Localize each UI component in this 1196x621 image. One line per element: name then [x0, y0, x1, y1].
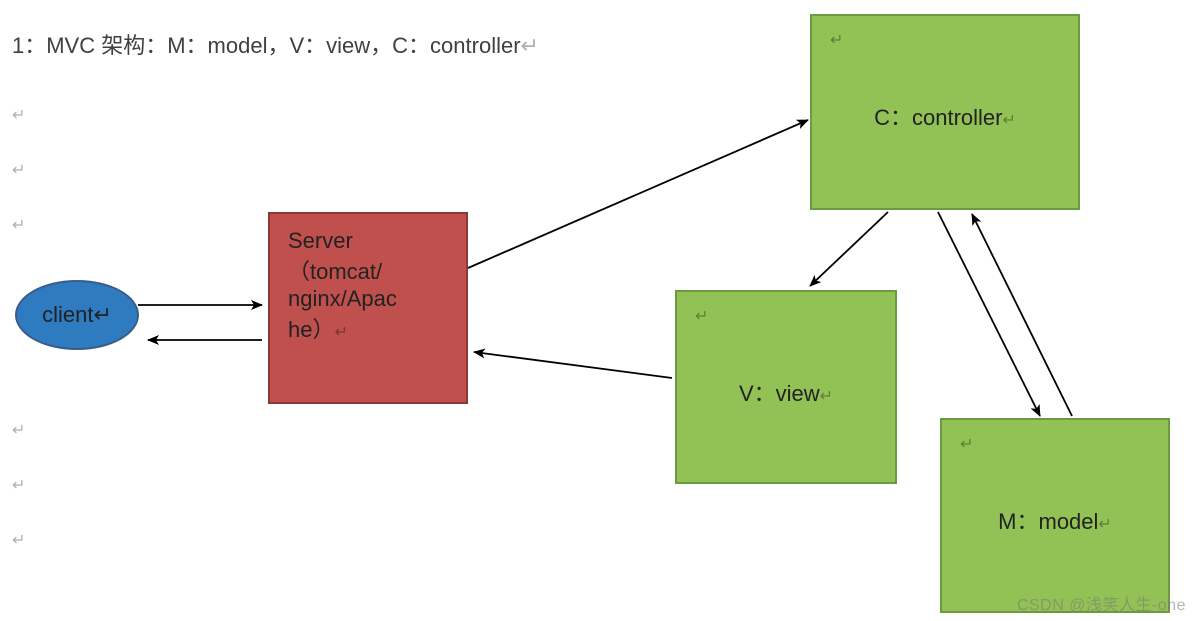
server-line-3: he） — [288, 317, 334, 342]
return-icon: ↵ — [1002, 112, 1015, 129]
return-icon: ↵ — [960, 434, 1150, 454]
edge-model-controller — [972, 214, 1072, 416]
return-icon: ↵ — [12, 215, 25, 235]
edge-view-server — [474, 352, 672, 378]
node-model: ↵ M：model↵ — [940, 418, 1170, 613]
return-icon: ↵ — [12, 105, 25, 125]
return-icon: ↵ — [695, 306, 877, 326]
return-icon: ↵ — [12, 160, 25, 180]
return-icon: ↵ — [521, 33, 539, 58]
watermark: CSDN @浅笑人生-one — [1017, 591, 1186, 615]
diagram-canvas: { "diagram": { "type": "flowchart", "bac… — [0, 0, 1196, 621]
return-icon: ↵ — [93, 302, 111, 328]
return-icon: ↵ — [1098, 516, 1111, 533]
return-icon: ↵ — [830, 30, 1060, 50]
node-server: Server （tomcat/ nginx/Apac he）↵ — [268, 212, 468, 404]
server-line-1: （tomcat/ — [288, 254, 448, 286]
return-icon: ↵ — [820, 388, 833, 405]
return-icon: ↵ — [12, 420, 25, 440]
title-label: 1：MVC 架构：M：model，V：view，C：controller — [12, 33, 521, 58]
return-icon: ↵ — [12, 530, 25, 550]
edge-controller-model — [938, 212, 1040, 416]
server-line-2: nginx/Apac — [288, 286, 448, 312]
edge-controller-view — [810, 212, 888, 286]
return-icon: ↵ — [12, 475, 25, 495]
controller-label: C：controller — [874, 105, 1002, 130]
view-label: V：view — [739, 381, 820, 406]
model-label: M：model — [998, 509, 1098, 534]
node-client: client↵ — [15, 280, 139, 350]
node-view: ↵ V：view↵ — [675, 290, 897, 484]
return-icon: ↵ — [334, 324, 347, 341]
diagram-title: 1：MVC 架构：M：model，V：view，C：controller↵ — [12, 28, 539, 60]
client-label: client — [42, 302, 93, 328]
node-controller: ↵ C：controller↵ — [810, 14, 1080, 210]
edge-server-controller — [468, 120, 808, 268]
server-line-0: Server — [288, 228, 448, 254]
